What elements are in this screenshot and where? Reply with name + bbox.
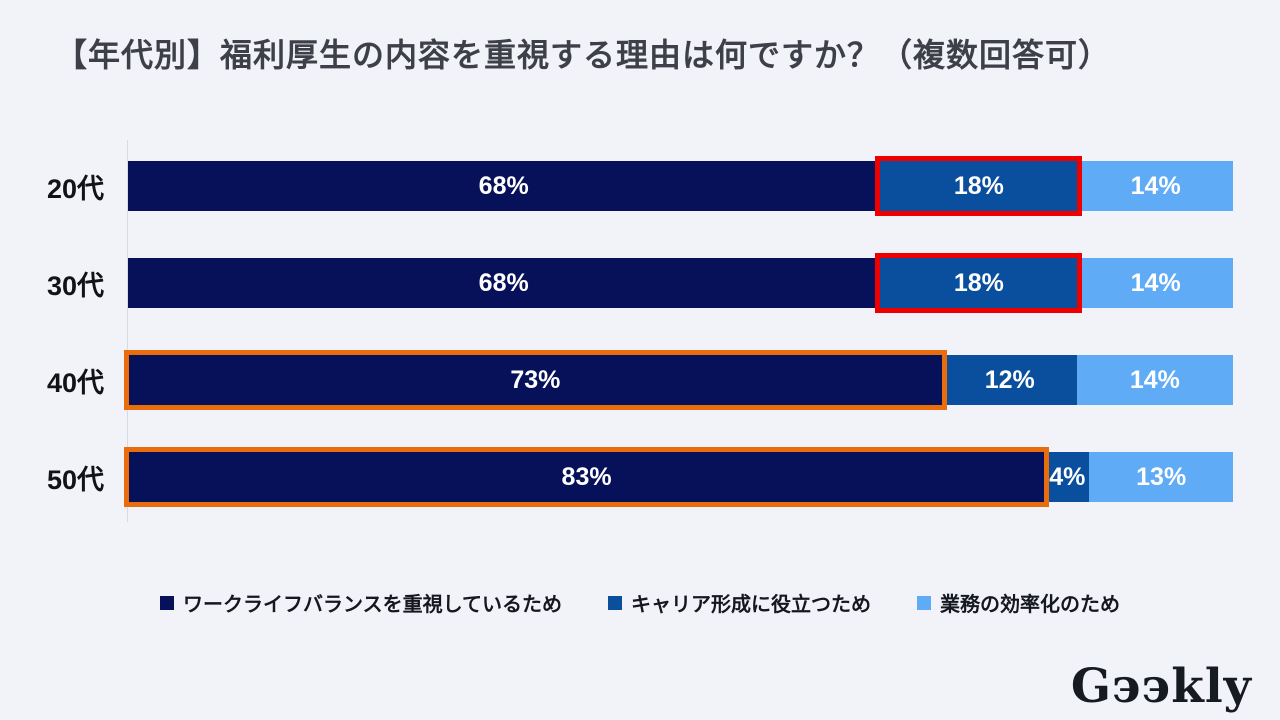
bar-segment: 83% — [124, 447, 1050, 507]
bar-value-label: 73% — [510, 365, 561, 394]
legend-label: キャリア形成に役立つため — [631, 594, 871, 616]
bar-track: 68% 18% 14% — [128, 156, 1234, 216]
bar-segment: 73% — [124, 350, 947, 410]
geekly-logo: Gээkly — [1070, 659, 1252, 714]
bar-value-label: 13% — [1136, 462, 1187, 491]
legend-swatch-icon — [160, 595, 174, 610]
chart-legend: ワークライフバランスを重視しているため キャリア形成に役立つため 業務の効率化のため — [0, 588, 1280, 617]
bar-value-label: 14% — [1130, 268, 1181, 297]
bar-segment: 4% — [1045, 452, 1090, 502]
bar-segment: 14% — [1078, 161, 1234, 211]
bar-value-label: 68% — [478, 268, 529, 297]
legend-label: 業務の効率化のため — [940, 594, 1120, 616]
bar-segment: 68% — [128, 258, 880, 308]
bar-value-label: 4% — [1049, 462, 1086, 491]
category-label: 40代 — [46, 367, 104, 398]
bar-chart: 20代 68% 18% 14% 30代 68% 18% 14% 40代 73% 12% 14% 50代 8… — [0, 140, 1280, 522]
bar-segment: 14% — [1078, 258, 1234, 308]
bar-track: 73% 12% 14% — [124, 350, 1233, 410]
category-label: 50代 — [46, 464, 104, 495]
bar-value-label: 83% — [561, 462, 612, 491]
legend-item: ワークライフバランスを重視しているため — [160, 588, 562, 617]
bar-rows: 20代 68% 18% 14% 30代 68% 18% 14% 40代 73% 12% 14% 50代 8… — [0, 156, 1280, 549]
bar-segment: 18% — [875, 156, 1083, 216]
bar-segment: 13% — [1089, 452, 1234, 502]
bar-value-label: 18% — [953, 171, 1004, 200]
bar-segment: 14% — [1076, 355, 1233, 405]
bar-row: 40代 73% 12% 14% — [0, 350, 1280, 410]
chart-title: 【年代別】福利厚生の内容を重視する理由は何ですか？（複数回答可） — [55, 37, 1112, 73]
bar-value-label: 12% — [984, 365, 1035, 394]
legend-item: 業務の効率化のため — [917, 588, 1120, 617]
legend-swatch-icon — [917, 595, 931, 610]
bar-segment: 12% — [942, 355, 1077, 405]
legend-swatch-icon — [608, 595, 622, 610]
bar-track: 83% 4% 13% — [124, 447, 1234, 507]
legend-item: キャリア形成に役立つため — [608, 588, 871, 617]
category-label: 20代 — [46, 173, 104, 204]
bar-value-label: 14% — [1130, 171, 1181, 200]
bar-row: 20代 68% 18% 14% — [0, 156, 1280, 216]
bar-row: 30代 68% 18% 14% — [0, 253, 1280, 313]
bar-segment: 18% — [875, 253, 1083, 313]
bar-value-label: 14% — [1129, 365, 1180, 394]
bar-segment: 68% — [128, 161, 880, 211]
bar-track: 68% 18% 14% — [128, 253, 1234, 313]
legend-label: ワークライフバランスを重視しているため — [183, 594, 562, 616]
bar-value-label: 18% — [953, 268, 1004, 297]
y-axis-line — [127, 140, 128, 522]
bar-row: 50代 83% 4% 13% — [0, 447, 1280, 507]
bar-value-label: 68% — [478, 171, 529, 200]
category-label: 30代 — [46, 270, 104, 301]
